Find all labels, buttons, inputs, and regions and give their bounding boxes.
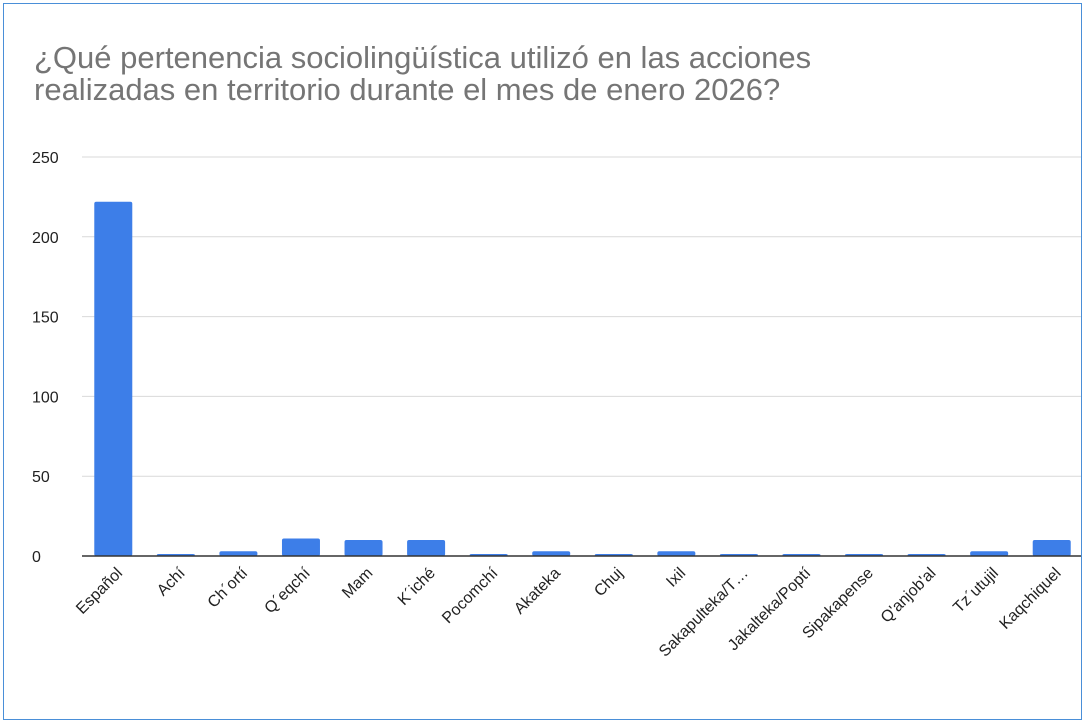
x-axis-ticks: Español Achí Ch´ortí Q´eqchí Mam K´iché Pocomc… [73, 564, 1064, 660]
x-tick-label: Pocomchí [439, 564, 502, 627]
chart-title: ¿Qué pertenencia sociolingüística utiliz… [34, 40, 812, 107]
bar [344, 540, 383, 556]
bar [532, 551, 571, 556]
x-tick-label: Achí [154, 564, 189, 599]
bars [94, 201, 1071, 557]
x-tick-label: Q´eqchí [262, 564, 315, 617]
bar [219, 551, 258, 556]
gridlines [82, 156, 1081, 477]
bar [657, 551, 696, 556]
y-tick-label: 50 [32, 469, 50, 486]
y-tick-label: 0 [32, 549, 41, 566]
chart-frame: ¿Qué pertenencia sociolingüística utiliz… [3, 3, 1082, 720]
y-tick-label: 100 [32, 389, 59, 406]
x-tick-label: Mam [339, 565, 376, 602]
x-tick-label: Ixil [663, 565, 689, 591]
y-tick-label: 250 [32, 150, 59, 167]
bar [970, 551, 1009, 556]
bar [1032, 540, 1071, 556]
bar [281, 538, 320, 556]
x-tick-label: Akateka [511, 565, 564, 618]
bar [407, 540, 446, 556]
y-tick-label: 150 [32, 310, 59, 327]
x-tick-label: Kaqchiquel [997, 565, 1065, 633]
x-tick-label: Chuj [591, 565, 626, 600]
x-tick-label: Español [73, 565, 126, 618]
bar [94, 201, 133, 557]
x-tick-label: Ch´ortí [205, 564, 252, 611]
x-tick-label: Q'anjob'al [878, 565, 940, 627]
x-tick-label: K´iché [395, 565, 439, 609]
x-tick-label: Tz´utujil [950, 565, 1002, 617]
y-axis-ticks: 0 50 100 150 200 250 [32, 150, 59, 566]
bar-chart: 0 50 100 150 200 250 Español Achí Ch´ortí Q´eqch… [32, 150, 1081, 660]
y-tick-label: 200 [32, 230, 59, 247]
